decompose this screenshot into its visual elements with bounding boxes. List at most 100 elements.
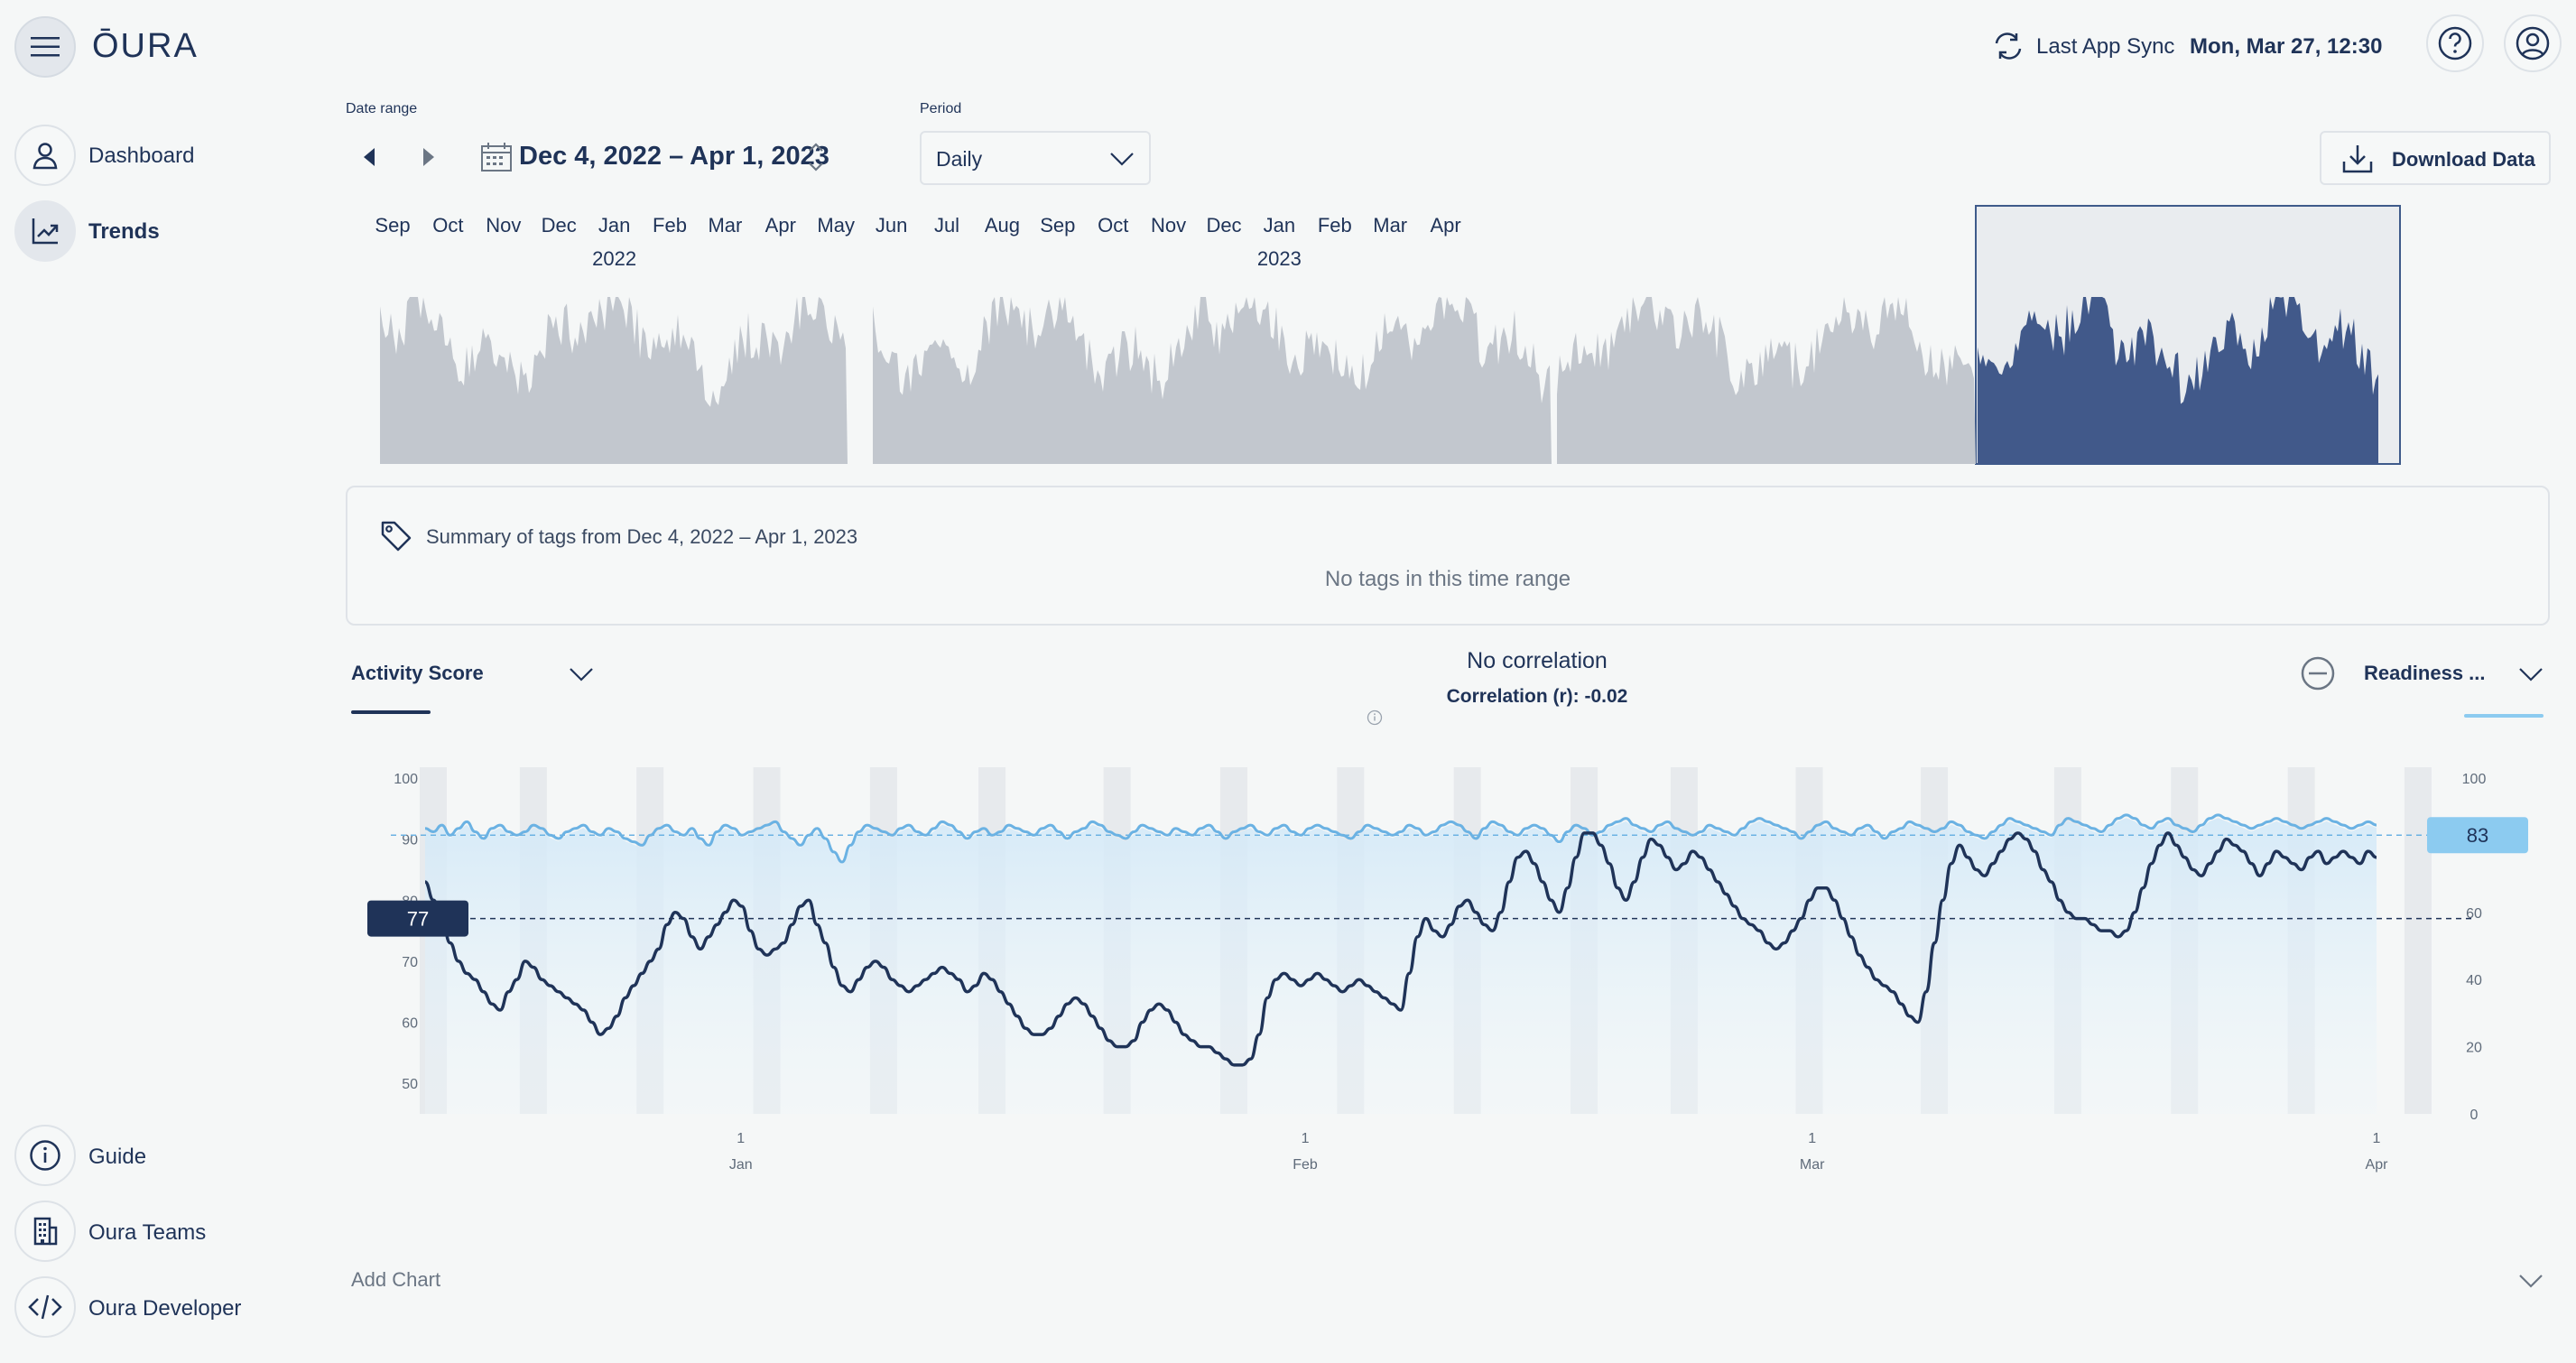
date-range-value[interactable]: Dec 4, 2022 – Apr 1, 2023 — [519, 142, 829, 171]
x-axis-day: 1 — [1302, 1131, 1310, 1146]
month-label: Aug — [985, 214, 1020, 236]
left-axis-tick: 100 — [394, 772, 418, 787]
readiness-average-value: 83 — [2467, 824, 2488, 847]
x-axis-day: 1 — [1808, 1131, 1816, 1146]
activity-average-value: 77 — [407, 908, 429, 931]
right-axis-tick: 20 — [2466, 1041, 2482, 1056]
activity-average-badge — [367, 900, 468, 937]
left-axis-tick: 70 — [402, 955, 418, 970]
tag-icon — [381, 521, 412, 552]
hamburger-icon — [31, 37, 60, 57]
overview-activity-area — [1978, 297, 2378, 464]
sidebar-item-label: Oura Teams — [88, 1220, 207, 1245]
right-metric-label: Readiness ... — [2364, 662, 2486, 684]
month-label: Sep — [375, 214, 410, 236]
month-label: Jan — [1264, 214, 1295, 236]
chevron-down-icon — [1110, 153, 1134, 166]
download-icon — [2342, 145, 2373, 173]
activity-series-line — [424, 831, 2377, 1067]
date-range-label: Date range — [346, 101, 418, 116]
building-icon — [33, 1217, 58, 1246]
next-range-icon[interactable] — [417, 144, 439, 170]
correlation-title: No correlation — [1467, 648, 1608, 673]
code-icon — [28, 1294, 62, 1320]
year-label: 2023 — [1257, 247, 1302, 270]
sync-time: Mon, Mar 27, 12:30 — [2190, 34, 2383, 59]
period-label: Period — [920, 101, 962, 116]
download-label: Download Data — [2392, 148, 2535, 171]
chevron-down-icon — [570, 668, 593, 682]
month-label: Feb — [653, 214, 687, 236]
period-value: Daily — [936, 147, 983, 171]
right-axis-tick: 60 — [2466, 906, 2482, 922]
month-label: Dec — [542, 214, 577, 236]
month-label: Mar — [1373, 214, 1407, 236]
left-axis-tick: 50 — [402, 1077, 418, 1092]
x-axis-month: Feb — [1293, 1157, 1318, 1173]
sidebar-item-label: Guide — [88, 1145, 147, 1169]
account-icon — [2516, 26, 2550, 60]
sidebar-item-label: Oura Developer — [88, 1296, 242, 1321]
calendar-icon — [481, 143, 512, 172]
range-stepper-icon[interactable] — [806, 139, 826, 175]
left-axis-tick: 60 — [402, 1016, 418, 1032]
help-button[interactable] — [2426, 14, 2484, 72]
month-label: Jan — [598, 214, 630, 236]
month-label: Sep — [1040, 214, 1075, 236]
readiness-area — [425, 818, 2377, 1114]
overview-timeline[interactable]: Sep Oct Nov Dec Jan Feb Mar Apr May Jun Jul Aug Sep O… — [346, 199, 2566, 469]
month-label: Jul — [934, 214, 959, 236]
sync-label: Last App Sync — [2036, 34, 2175, 59]
weekend-band — [2404, 767, 2432, 1114]
tags-summary-title: Summary of tags from Dec 4, 2022 – Apr 1… — [426, 525, 858, 548]
user-icon — [32, 143, 58, 170]
readiness-series-line — [424, 813, 2377, 864]
x-axis-month: Jan — [729, 1157, 753, 1173]
sidebar-item-label: Dashboard — [88, 144, 195, 168]
month-label: Apr — [1430, 214, 1460, 236]
remove-metric-icon[interactable] — [2300, 655, 2336, 691]
chevron-down-icon — [2519, 668, 2543, 682]
right-axis-tick: 100 — [2462, 772, 2487, 787]
month-label: Oct — [1098, 214, 1128, 236]
month-label: Nov — [486, 214, 521, 236]
info-icon — [30, 1140, 60, 1171]
month-label: May — [817, 214, 855, 236]
x-axis-day: 1 — [2373, 1131, 2381, 1146]
left-metric-underline — [351, 710, 431, 714]
month-label: Apr — [765, 214, 796, 236]
month-label: Nov — [1151, 214, 1186, 236]
info-icon[interactable] — [1367, 709, 1383, 726]
year-label: 2022 — [592, 247, 636, 270]
left-metric-label: Activity Score — [351, 662, 484, 684]
add-chart-label: Add Chart — [351, 1268, 441, 1291]
month-label: Mar — [708, 214, 742, 236]
question-icon — [2438, 26, 2472, 60]
account-button[interactable] — [2504, 14, 2562, 72]
right-axis-tick: 40 — [2466, 973, 2482, 988]
month-label: Feb — [1318, 214, 1352, 236]
readiness-average-badge — [2427, 817, 2528, 854]
period-select[interactable]: Daily — [920, 131, 1151, 185]
left-axis-tick: 90 — [402, 833, 418, 848]
oura-logo[interactable]: ŌURA — [92, 27, 199, 65]
month-label: Oct — [432, 214, 463, 236]
chevron-down-icon — [2519, 1275, 2543, 1288]
overview-activity-area — [380, 297, 848, 464]
correlation-chart[interactable]: 10090807060501008060402001Jan1Feb1Mar1Ap… — [346, 749, 2566, 1191]
x-axis-month: Mar — [1800, 1157, 1825, 1173]
trend-icon — [32, 218, 59, 245]
month-label: Jun — [876, 214, 907, 236]
download-data-button[interactable]: Download Data — [2320, 131, 2551, 185]
tags-empty-message: No tags in this time range — [1324, 567, 1571, 591]
overview-activity-area — [873, 297, 1552, 464]
sync-icon — [1995, 32, 2022, 60]
prev-range-icon[interactable] — [359, 144, 381, 170]
sidebar-item-label: Trends — [88, 219, 160, 244]
month-label: Dec — [1206, 214, 1241, 236]
tags-summary-card: Summary of tags from Dec 4, 2022 – Apr 1… — [346, 486, 2550, 626]
x-axis-day: 1 — [737, 1131, 745, 1146]
menu-button[interactable] — [14, 16, 76, 78]
right-metric-underline — [2464, 714, 2544, 718]
x-axis-month: Apr — [2366, 1157, 2389, 1173]
